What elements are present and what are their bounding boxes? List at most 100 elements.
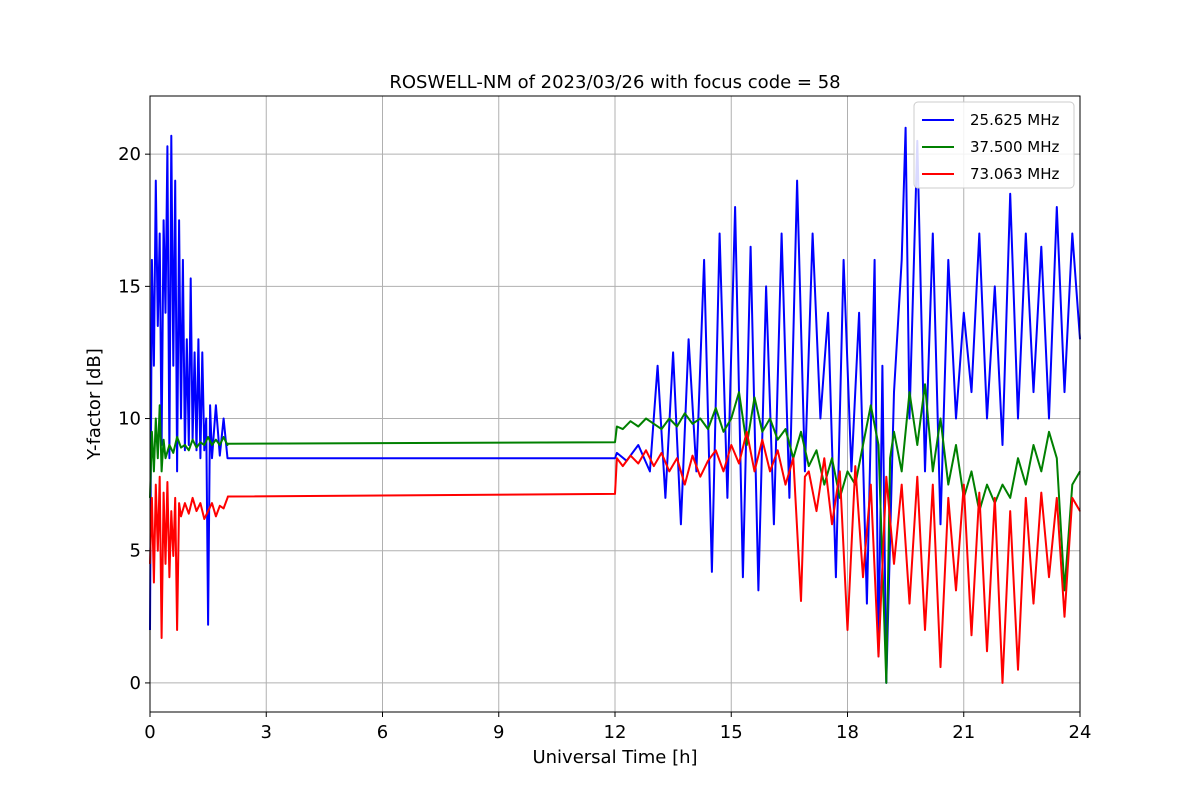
data-point [1063,616,1066,618]
data-point [614,457,616,459]
data-point [215,515,217,518]
data-point [195,510,198,512]
legend-label: 25.625 MHz [970,111,1059,129]
data-point [939,523,942,525]
data-point [203,444,205,446]
data-point [970,470,973,472]
data-point [168,576,170,578]
data-point [893,563,895,565]
data-point [947,484,949,486]
y-tick-label: 0 [130,673,141,694]
x-tick-label: 9 [493,722,504,743]
data-point [703,259,705,261]
data-point [858,312,860,314]
data-point [781,232,783,235]
data-point [205,417,207,420]
data-point [176,629,178,631]
data-point [874,259,876,261]
data-point [715,449,717,451]
data-point [1071,232,1073,235]
data-point [695,470,698,472]
data-point [178,502,180,504]
data-point [1048,417,1050,420]
x-tick-label: 24 [1069,722,1092,743]
data-point [761,439,763,441]
data-point [955,417,957,420]
data-point [184,502,186,504]
data-point [1040,492,1042,494]
data-point [726,497,729,499]
data-point [978,492,980,494]
data-point [812,232,814,235]
data-point [657,365,659,367]
data-point [862,444,864,446]
data-point [151,431,153,433]
data-point [722,470,725,472]
data-point [722,431,725,433]
data-point [901,470,903,472]
data-point [159,404,161,406]
data-point [186,338,188,340]
legend-box [913,101,1075,189]
data-point [691,455,694,457]
data-point [188,444,190,446]
data-point [986,650,988,652]
data-point [676,457,678,459]
data-point [207,624,209,626]
data-point [846,470,849,472]
data-point [765,285,767,287]
data-point [203,449,205,451]
data-point [211,444,213,446]
data-point [163,439,165,441]
data-point [672,351,674,353]
data-point [885,682,887,684]
data-point [804,476,806,478]
data-point [850,470,853,472]
data-point [963,484,965,486]
data-point [161,470,163,472]
data-point [908,391,911,393]
data-point [660,452,663,454]
data-point [215,404,217,406]
y-tick-label: 20 [118,144,141,165]
data-point [1040,246,1042,248]
data-point [616,452,618,454]
x-tick-label: 12 [604,722,627,743]
data-point [192,497,194,499]
data-point [947,497,949,499]
data-point [1032,444,1035,446]
series-lines [149,126,1081,684]
data-point [707,460,709,462]
y-tick-label: 5 [130,541,141,562]
data-point [932,484,934,486]
data-point [163,492,165,494]
data-point [153,581,155,584]
data-point [846,629,849,631]
data-point [1071,497,1073,499]
data-point [870,404,872,406]
data-point [823,484,825,486]
data-point [889,457,891,459]
data-point [1025,484,1027,486]
data-point [777,449,779,451]
data-point [761,431,763,433]
data-point [932,470,934,472]
data-point [1032,603,1035,605]
chart-title: ROSWELL-NM of 2023/03/26 with focus code… [389,72,840,93]
data-point [924,383,926,385]
data-point [211,457,213,459]
data-point [893,431,895,433]
data-point [715,407,717,409]
data-point [155,180,157,182]
data-point [223,436,225,438]
data-point [804,470,806,472]
data-point [629,420,632,422]
data-point [719,232,721,235]
data-point [1001,682,1004,684]
data-point [1009,510,1011,512]
data-point [174,180,176,182]
data-point [815,510,818,512]
data-point [684,412,686,414]
data-point [994,497,996,499]
data-point [916,476,918,478]
